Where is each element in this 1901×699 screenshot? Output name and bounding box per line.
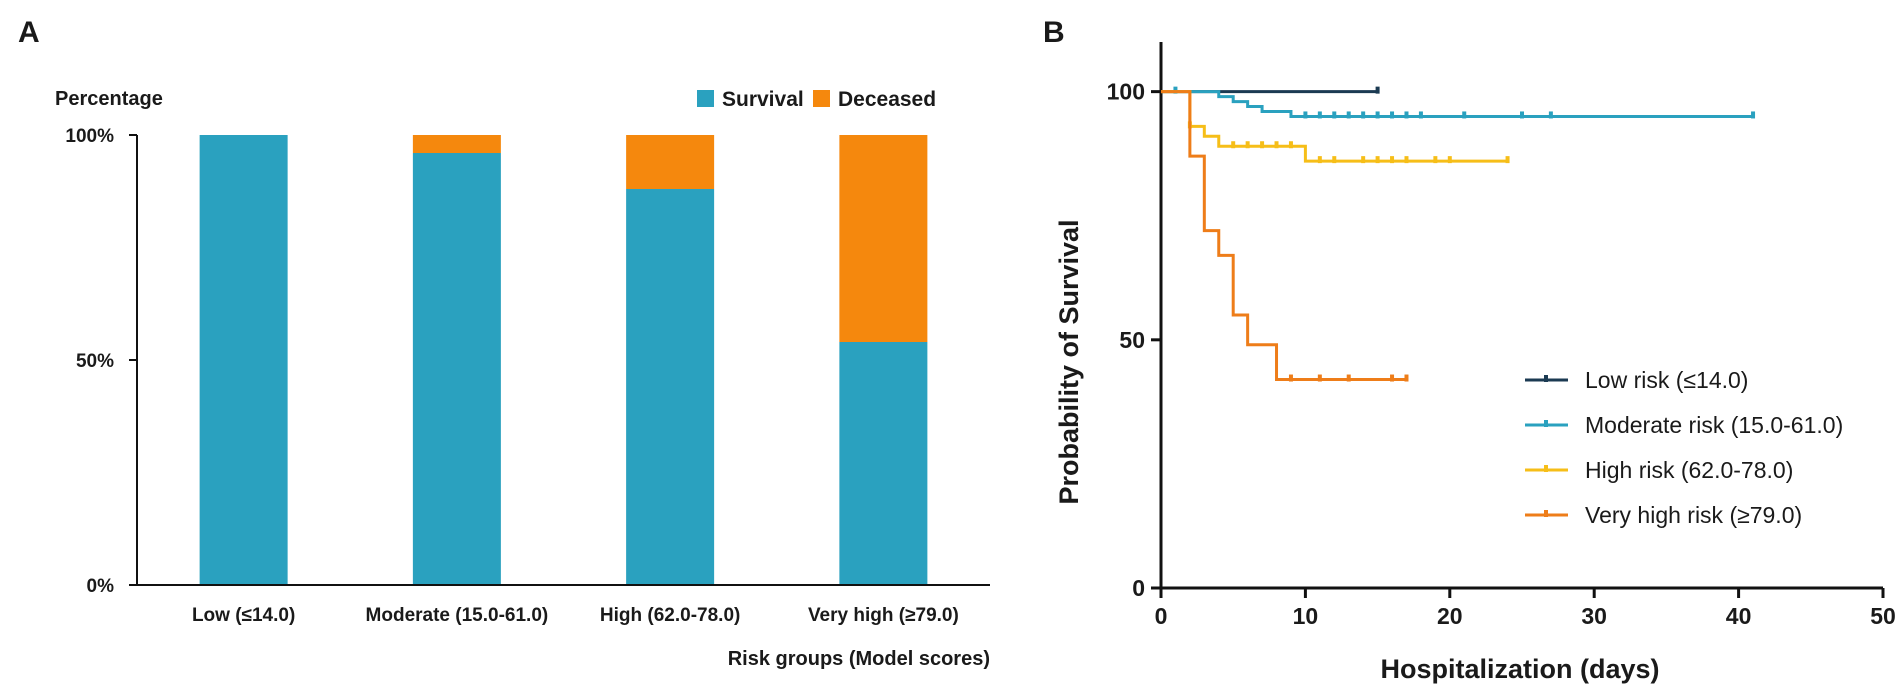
- curve-very-high-risk-79-0: [1161, 90, 1407, 382]
- panel-a-bars: [199, 135, 928, 585]
- panel-a-legend: Survival Deceased: [697, 88, 936, 111]
- y-tick-label-100: 100%: [65, 126, 114, 147]
- b-y-tick-label-0: 0: [1132, 575, 1145, 601]
- panel-a-axes: Low (≤14.0) Moderate (15.0-61.0) High (62.…: [65, 126, 990, 626]
- panel-b-y-axis-title: Probability of Survival: [1054, 219, 1084, 504]
- panel-a-letter: A: [18, 16, 40, 49]
- bar-deceased-3: [626, 135, 715, 189]
- legend-label-deceased: Deceased: [838, 88, 936, 111]
- legend-label-survival: Survival: [722, 88, 804, 111]
- bar-survival-4: [839, 342, 928, 585]
- b-x-tick-label-40: 40: [1726, 603, 1752, 629]
- legend-label-moderate-risk-15-0-61-0: Moderate risk (15.0-61.0): [1585, 412, 1843, 438]
- legend-label-very-high-risk-79-0: Very high risk (≥79.0): [1585, 502, 1802, 528]
- curve-high-risk-62-0-78-0: [1161, 90, 1508, 163]
- bar-deceased-4: [839, 135, 928, 342]
- panel-b: B 0 10 20 30 40 50 0 50 100 Low risk (≤14.0) Mode…: [1043, 16, 1896, 684]
- bar-survival-1: [199, 135, 288, 585]
- bar-survival-3: [626, 189, 715, 585]
- b-x-tick-label-20: 20: [1437, 603, 1463, 629]
- b-x-tick-label-30: 30: [1581, 603, 1607, 629]
- panel-a-x-axis-title: Risk groups (Model scores): [728, 648, 990, 670]
- x-tick-label-1: Low (≤14.0): [192, 605, 295, 626]
- panel-b-curves: [1161, 86, 1756, 382]
- legend-swatch-survival: [697, 90, 714, 107]
- bar-deceased-2: [412, 135, 501, 153]
- b-x-tick-label-50: 50: [1870, 603, 1896, 629]
- x-tick-label-2: Moderate (15.0-61.0): [366, 605, 549, 626]
- b-y-tick-label-100: 100: [1107, 79, 1145, 105]
- b-x-tick-label-10: 10: [1293, 603, 1319, 629]
- panel-b-axes: 0 10 20 30 40 50 0 50 100: [1107, 42, 1896, 629]
- panel-a-y-axis-title: Percentage: [55, 88, 163, 110]
- panel-a: A Percentage Survival Deceased Low (≤14.0…: [18, 16, 990, 670]
- x-tick-label-4: Very high (≥79.0): [808, 605, 959, 626]
- y-tick-label-50: 50%: [76, 351, 114, 372]
- legend-label-low-risk-14-0: Low risk (≤14.0): [1585, 367, 1748, 393]
- b-x-tick-label-0: 0: [1155, 603, 1168, 629]
- legend-swatch-deceased: [813, 90, 830, 107]
- b-y-tick-label-50: 50: [1119, 327, 1145, 353]
- x-tick-label-3: High (62.0-78.0): [600, 605, 740, 626]
- panel-b-x-axis-title: Hospitalization (days): [1380, 654, 1659, 684]
- curve-moderate-risk-15-0-61-0: [1161, 90, 1754, 118]
- y-tick-label-0: 0%: [87, 576, 115, 597]
- bar-survival-2: [412, 153, 501, 585]
- legend-label-high-risk-62-0-78-0: High risk (62.0-78.0): [1585, 457, 1793, 483]
- panel-b-legend: Low risk (≤14.0) Moderate risk (15.0-61.0…: [1525, 367, 1843, 528]
- panel-b-letter: B: [1043, 16, 1065, 49]
